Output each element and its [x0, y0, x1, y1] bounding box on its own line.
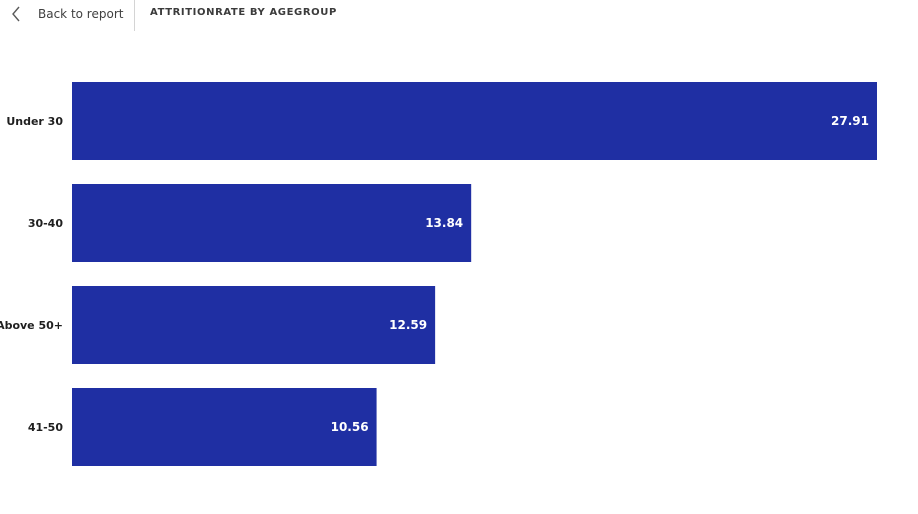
back-to-report-label: Back to report: [38, 7, 124, 21]
bar-under-30[interactable]: [72, 82, 877, 160]
back-to-report-button[interactable]: Back to report: [10, 3, 123, 25]
data-label: 10.56: [331, 420, 369, 434]
category-label: Under 30: [6, 115, 63, 128]
report-header: Back to report ATTRITIONRATE BY AGEGROUP: [0, 0, 918, 32]
header-divider: [134, 0, 135, 31]
category-label: 41-50: [28, 421, 64, 434]
data-label: 27.91: [831, 114, 869, 128]
bar-30-40[interactable]: [72, 184, 472, 262]
data-label: 12.59: [389, 318, 427, 332]
visual-title: ATTRITIONRATE BY AGEGROUP: [150, 7, 337, 18]
chevron-left-icon: [10, 4, 24, 24]
category-label: 30-40: [28, 217, 64, 230]
category-label: Above 50+: [0, 319, 63, 332]
bar-41-50[interactable]: [72, 388, 377, 466]
data-label: 13.84: [425, 216, 463, 230]
bar-above-50[interactable]: [72, 286, 436, 364]
